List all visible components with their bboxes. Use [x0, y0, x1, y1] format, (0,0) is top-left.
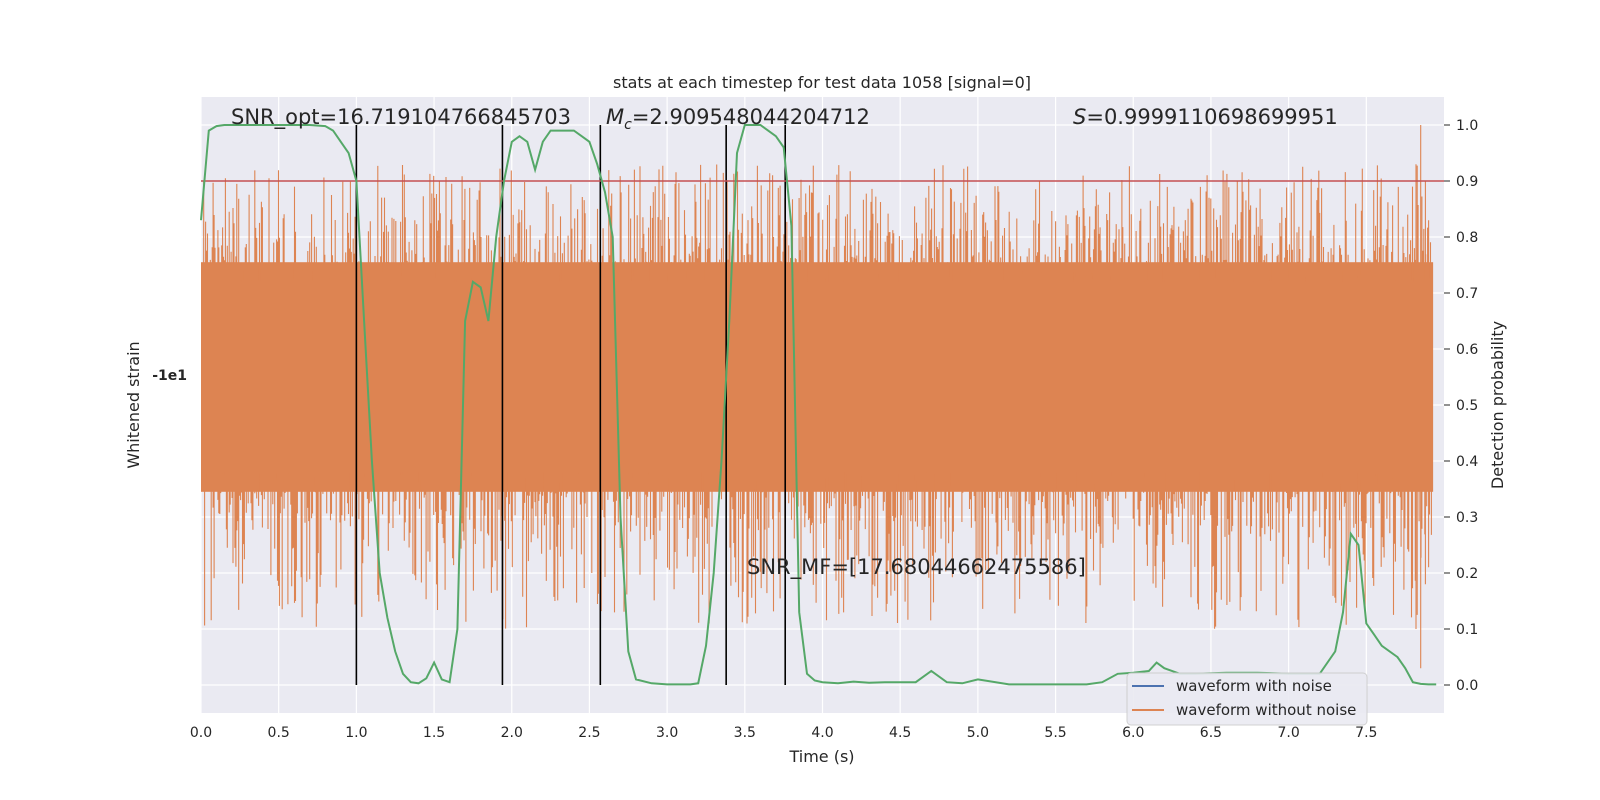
y-tick-label: 0.3 — [1456, 510, 1478, 526]
x-tick-label: 6.5 — [1200, 725, 1222, 741]
annotation-snr-mf: SNR_MF=[17.68044662475586] — [747, 555, 1086, 580]
chart-title: stats at each timestep for test data 105… — [613, 73, 1031, 92]
x-tick-label: 5.5 — [1044, 725, 1066, 741]
waveform-without-noise-series — [201, 125, 1434, 669]
x-tick-label: 7.5 — [1355, 725, 1377, 741]
annotation-s-value: =0.9999110698699951 — [1086, 105, 1337, 129]
y-tick-label: 0.2 — [1456, 566, 1478, 582]
y-tick-label: 0.4 — [1456, 454, 1478, 470]
annotation-chirp-mass-symbol: M — [606, 105, 624, 129]
y-axis-left-tick-label: -1e1 — [152, 368, 187, 384]
annotation-s: S=0.9999110698699951 — [1073, 105, 1338, 129]
y-tick-label: 0.1 — [1456, 622, 1478, 638]
annotation-s-symbol: S — [1073, 105, 1086, 129]
x-tick-label: 3.5 — [734, 725, 756, 741]
y-axis-right-label: Detection probability — [1488, 321, 1507, 489]
x-tick-label: 4.0 — [811, 725, 833, 741]
x-tick-label: 5.0 — [967, 725, 989, 741]
x-tick-label: 0.0 — [190, 725, 212, 741]
annotation-snr-opt: SNR_opt=16.719104766845703 — [231, 105, 571, 130]
x-axis-ticks: 0.0 0.5 1.0 1.5 2.0 2.5 3.0 3.5 4.0 4.5 5.0 5.5 6.0 6… — [190, 725, 1378, 741]
x-tick-label: 2.5 — [578, 725, 600, 741]
x-tick-label: 3.0 — [656, 725, 678, 741]
x-tick-label: 1.0 — [345, 725, 367, 741]
legend-box — [1126, 672, 1368, 726]
x-tick-label: 4.5 — [889, 725, 911, 741]
y-tick-label: 0.8 — [1456, 230, 1478, 246]
y-tick-label: 0.0 — [1456, 678, 1478, 694]
legend-label-without-noise: waveform without noise — [1176, 701, 1356, 719]
y-tick-label: 0.9 — [1456, 174, 1478, 190]
x-tick-label: 6.0 — [1122, 725, 1144, 741]
x-tick-label: 7.0 — [1277, 725, 1299, 741]
y-tick-label: 0.5 — [1456, 398, 1478, 414]
x-tick-label: 1.5 — [423, 725, 445, 741]
legend-label-with-noise: waveform with noise — [1176, 677, 1332, 695]
annotation-chirp-mass: Mc=2.909548044204712 — [606, 105, 870, 133]
y-axis-left-label: Whitened strain — [124, 341, 143, 468]
legend: waveform with noise waveform without noi… — [1126, 672, 1368, 726]
x-tick-label: 0.5 — [268, 725, 290, 741]
x-tick-label: 2.0 — [501, 725, 523, 741]
y-tick-label: 0.6 — [1456, 342, 1478, 358]
vertical-markers — [355, 125, 787, 685]
x-axis-label: Time (s) — [788, 747, 854, 766]
y-tick-label: 0.7 — [1456, 286, 1478, 302]
waveform-spikes — [201, 125, 1432, 669]
y-axis-right-ticks: 0.0 0.1 0.2 0.3 0.4 0.5 0.6 0.7 0.8 0.9 1.0 — [1444, 118, 1478, 694]
annotation-chirp-mass-value: =2.909548044204712 — [632, 105, 870, 129]
annotation-chirp-mass-subscript: c — [624, 117, 632, 133]
y-tick-label: 1.0 — [1456, 118, 1478, 134]
